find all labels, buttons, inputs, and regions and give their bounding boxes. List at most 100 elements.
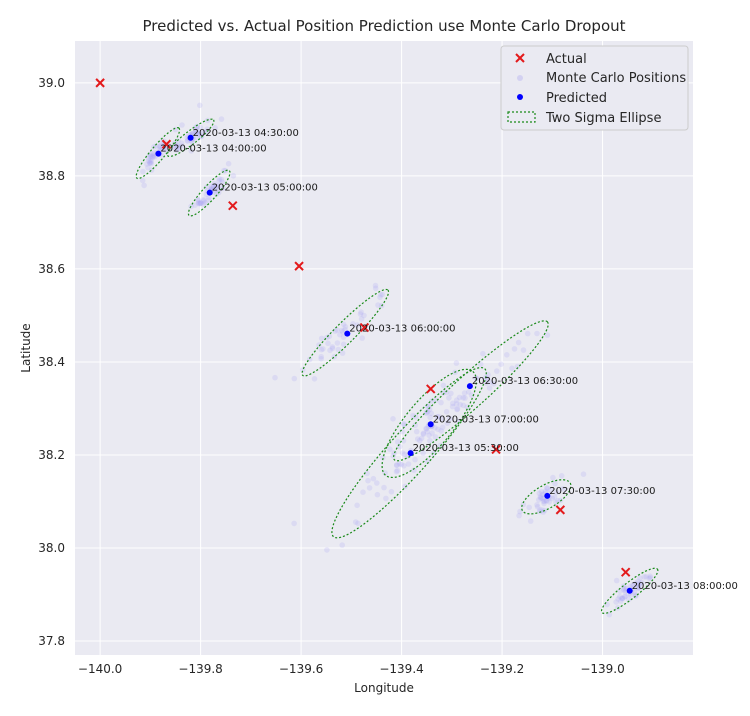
predicted-marker <box>407 450 414 457</box>
monte-carlo-point <box>443 389 450 396</box>
monte-carlo-point <box>194 130 200 137</box>
monte-carlo-point <box>197 124 204 131</box>
actual-marker-stroke <box>620 567 631 577</box>
monte-carlo-point <box>617 593 623 600</box>
monte-carlo-point <box>448 390 454 397</box>
monte-carlo-point <box>580 471 587 478</box>
monte-carlo-point <box>171 142 178 149</box>
monte-carlo-point <box>449 403 456 410</box>
x-tick-label: −139.4 <box>379 662 423 676</box>
monte-carlo-point <box>202 199 208 206</box>
monte-carlo-point <box>477 361 484 368</box>
monte-carlo-point <box>366 485 373 491</box>
monte-carlo-point <box>379 291 386 298</box>
monte-carlo-point <box>511 346 518 352</box>
monte-carlo-point <box>549 495 556 502</box>
monte-carlo-point <box>637 575 643 581</box>
monte-carlo-point <box>453 360 460 366</box>
actual-markers <box>95 78 631 577</box>
monte-carlo-point <box>423 410 430 417</box>
monte-carlo-point <box>395 439 401 445</box>
predicted-timestamp-label: 2020-03-13 06:00:00 <box>349 324 455 335</box>
predicted-marker <box>544 492 551 499</box>
monte-carlo-point <box>350 321 356 327</box>
monte-carlo-point <box>647 575 654 581</box>
monte-carlo-point <box>147 160 153 166</box>
monte-carlo-point <box>420 430 427 437</box>
actual-marker <box>426 384 436 394</box>
monte-carlo-point <box>316 342 322 348</box>
monte-carlo-point <box>372 282 379 289</box>
monte-carlo-point <box>432 425 438 431</box>
monte-carlo-point <box>444 420 451 427</box>
monte-carlo-point <box>539 491 546 498</box>
monte-carlo-point <box>641 574 648 580</box>
monte-carlo-point <box>272 374 278 381</box>
monte-carlo-point <box>646 575 653 582</box>
monte-carlo-point <box>427 414 433 421</box>
monte-carlo-point <box>153 143 160 149</box>
monte-carlo-point <box>537 507 543 513</box>
monte-carlo-point <box>378 292 384 298</box>
monte-carlo-point <box>192 202 198 208</box>
y-tick-label: 38.8 <box>38 169 65 183</box>
y-tick-label: 37.8 <box>38 634 65 648</box>
monte-carlo-point <box>144 161 150 167</box>
two-sigma-ellipse <box>381 368 477 479</box>
monte-carlo-point <box>216 178 222 184</box>
monte-carlo-point <box>639 579 645 586</box>
x-tick-label: −139.8 <box>178 662 222 676</box>
monte-carlo-point <box>173 147 180 153</box>
y-tick-label: 38.4 <box>38 355 65 369</box>
monte-carlo-point <box>439 424 446 431</box>
monte-carlo-point <box>401 420 407 427</box>
monte-carlo-point <box>433 397 439 404</box>
actual-marker-stroke <box>294 261 304 271</box>
predicted-marker <box>427 421 434 428</box>
monte-carlo-point <box>515 339 522 346</box>
actual-marker-stroke <box>555 505 566 515</box>
monte-carlo-point <box>468 392 475 399</box>
actual-marker <box>359 322 370 333</box>
monte-carlo-point <box>179 143 185 149</box>
actual-marker-stroke <box>161 139 172 149</box>
predicted-marker <box>206 189 213 196</box>
monte-carlo-point <box>426 406 433 413</box>
actual-marker <box>491 444 501 455</box>
monte-carlo-point <box>383 495 389 502</box>
monte-carlo-point <box>544 332 551 338</box>
monte-carlo-point <box>326 333 333 340</box>
monte-carlo-point <box>174 143 181 149</box>
tick-labels: −140.0 −139.8 −139.6 −139.4 −139.2 −139.0 37.8… <box>38 76 624 676</box>
monte-carlo-point <box>436 413 442 420</box>
monte-carlo-point <box>175 144 182 151</box>
predicted-timestamp-label: 2020-03-13 04:30:00 <box>193 128 299 139</box>
monte-carlo-point <box>327 347 333 354</box>
actual-marker <box>555 505 566 515</box>
monte-carlo-point <box>340 321 347 328</box>
monte-carlo-point <box>536 490 543 497</box>
predicted-marker <box>155 150 162 157</box>
monte-carlo-point <box>453 397 460 404</box>
monte-carlo-point <box>462 395 468 401</box>
actual-marker <box>95 78 105 88</box>
legend-predicted-marker <box>517 94 523 100</box>
two-sigma-ellipse <box>166 118 215 158</box>
monte-carlo-point <box>636 582 642 588</box>
monte-carlo-point <box>514 363 521 370</box>
monte-carlo-point <box>424 409 431 415</box>
monte-carlo-point <box>150 154 156 160</box>
monte-carlo-point <box>494 368 500 374</box>
monte-carlo-point <box>629 582 636 588</box>
monte-carlo-point <box>147 157 154 164</box>
monte-carlo-point <box>206 194 212 201</box>
monte-carlo-point <box>498 361 504 368</box>
monte-carlo-point <box>461 390 468 396</box>
monte-carlo-point <box>334 327 341 333</box>
monte-carlo-point <box>509 365 515 372</box>
monte-carlo-point <box>332 328 338 334</box>
monte-carlo-point <box>412 456 418 463</box>
monte-carlo-point <box>320 346 326 352</box>
legend-predicted-label: Predicted <box>546 91 607 106</box>
